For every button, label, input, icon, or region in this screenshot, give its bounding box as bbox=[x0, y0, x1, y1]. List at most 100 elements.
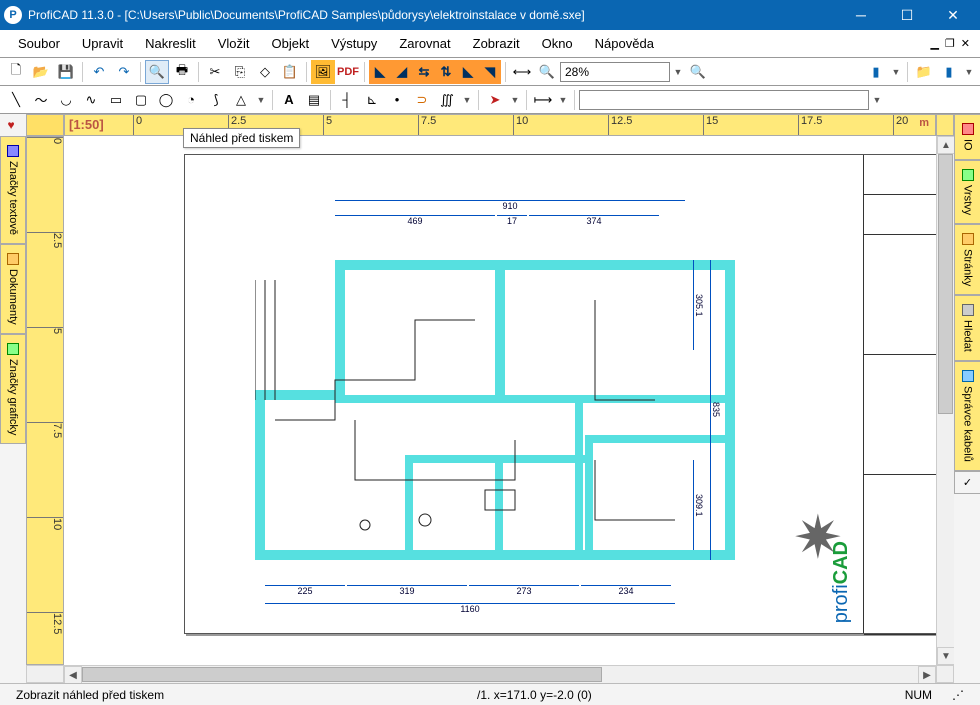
tab-folder-icon bbox=[7, 253, 19, 265]
paste-icon[interactable]: 📋 bbox=[278, 60, 302, 84]
copy-icon[interactable]: ⎘ bbox=[228, 60, 252, 84]
minimize-button[interactable]: ─ bbox=[838, 0, 884, 30]
favorites-icon[interactable]: ♥ bbox=[0, 114, 22, 136]
tab-znacky-graficky[interactable]: Značky graficky bbox=[0, 334, 26, 444]
new-file-icon[interactable]: 🗋 bbox=[4, 60, 28, 84]
tab-dot-icon bbox=[7, 145, 19, 157]
menu-nakreslit[interactable]: Nakreslit bbox=[135, 32, 206, 55]
scroll-down-icon[interactable]: ▼ bbox=[937, 647, 954, 665]
rotate-r-icon[interactable]: ◥ bbox=[479, 60, 501, 84]
mdi-restore-icon[interactable]: ❐ bbox=[943, 37, 957, 50]
tab-hledat[interactable]: Hledat bbox=[954, 295, 980, 361]
command-input[interactable] bbox=[579, 90, 869, 110]
dimension-drop-icon[interactable]: ▼ bbox=[556, 88, 570, 112]
scroll-right-icon[interactable]: ▶ bbox=[918, 666, 936, 684]
menu-objekt[interactable]: Objekt bbox=[261, 32, 319, 55]
tab-stranky[interactable]: Stránky bbox=[954, 224, 980, 295]
save-file-icon[interactable]: 💾 bbox=[54, 60, 78, 84]
scrollbar-horizontal[interactable]: ◀ ▶ bbox=[64, 665, 936, 683]
tab-dokumenty[interactable]: Dokumenty bbox=[0, 244, 26, 334]
panel-toggle-1-icon[interactable]: ▮ bbox=[864, 60, 888, 84]
title-bar: P ProfiCAD 11.3.0 - [C:\Users\Public\Doc… bbox=[0, 0, 980, 30]
scroll-left-icon[interactable]: ◀ bbox=[64, 666, 82, 684]
menu-bar: Soubor Upravit Nakreslit Vložit Objekt V… bbox=[0, 30, 980, 58]
dim-h-icon[interactable]: ┤ bbox=[335, 88, 359, 112]
window-title: ProfiCAD 11.3.0 - [C:\Users\Public\Docum… bbox=[28, 8, 838, 22]
workspace: ♥ Značky textově Dokumenty Značky grafic… bbox=[0, 114, 980, 683]
print-preview-icon[interactable]: 🔍 bbox=[145, 60, 169, 84]
print-icon[interactable]: 🖶 bbox=[170, 60, 194, 84]
mdi-minimize-icon[interactable]: ▁ bbox=[928, 37, 940, 50]
drawing-canvas[interactable]: profiCAD ✷ 91046917374225319273234116083… bbox=[64, 136, 936, 665]
mirror-h-icon[interactable]: ⇆ bbox=[413, 60, 435, 84]
wire-tool-icon[interactable]: ⊃ bbox=[410, 88, 434, 112]
polyline-tool-icon[interactable]: 〜 bbox=[29, 88, 53, 112]
status-bar: Zobrazit náhled před tiskem /1. x=171.0 … bbox=[0, 683, 980, 705]
text-tool-icon[interactable]: A bbox=[277, 88, 301, 112]
dim-angle-icon[interactable]: ⊾ bbox=[360, 88, 384, 112]
scroll-up-icon[interactable]: ▲ bbox=[937, 136, 954, 154]
tab-vrstvy[interactable]: Vrstvy bbox=[954, 160, 980, 224]
tab-znacky-textove[interactable]: Značky textově bbox=[0, 136, 26, 244]
pointer-drop-icon[interactable]: ▼ bbox=[508, 88, 522, 112]
rotate-l-icon[interactable]: ◣ bbox=[457, 60, 479, 84]
side-tabs-left: ♥ Značky textově Dokumenty Značky grafic… bbox=[0, 114, 26, 683]
undo-icon[interactable]: ↶ bbox=[87, 60, 111, 84]
tab-spravce-kabelu[interactable]: Správce kabelů bbox=[954, 361, 980, 471]
menu-upravit[interactable]: Upravit bbox=[72, 32, 133, 55]
menu-okno[interactable]: Okno bbox=[532, 32, 583, 55]
command-drop-icon[interactable]: ▼ bbox=[870, 88, 884, 112]
arc2-tool-icon[interactable]: ⟆ bbox=[204, 88, 228, 112]
arc-tool-icon[interactable]: ◡ bbox=[54, 88, 78, 112]
pdf-icon[interactable]: PDF bbox=[336, 60, 360, 84]
erase-icon[interactable]: ◇ bbox=[253, 60, 277, 84]
layers-icon bbox=[962, 169, 974, 181]
cut-icon[interactable]: ✂ bbox=[203, 60, 227, 84]
shapes-drop-icon[interactable]: ▼ bbox=[254, 88, 268, 112]
bezier-tool-icon[interactable]: ∿ bbox=[79, 88, 103, 112]
flip-h-icon[interactable]: ◣ bbox=[369, 60, 391, 84]
ruler-unit: m bbox=[919, 117, 929, 129]
menu-napoveda[interactable]: Nápověda bbox=[585, 32, 664, 55]
redo-icon[interactable]: ↷ bbox=[112, 60, 136, 84]
tab-extra[interactable]: ✓ bbox=[954, 471, 980, 494]
folder-icon[interactable]: 📁 bbox=[912, 60, 936, 84]
pie-tool-icon[interactable]: ◔ bbox=[179, 88, 203, 112]
mdi-close-icon[interactable]: ✕ bbox=[959, 37, 972, 50]
menu-soubor[interactable]: Soubor bbox=[8, 32, 70, 55]
wire-drop-icon[interactable]: ▼ bbox=[460, 88, 474, 112]
roundrect-tool-icon[interactable]: ▢ bbox=[129, 88, 153, 112]
menu-zarovnat[interactable]: Zarovnat bbox=[389, 32, 460, 55]
junction-icon[interactable]: • bbox=[385, 88, 409, 112]
drawing-page: profiCAD ✷ 91046917374225319273234116083… bbox=[184, 154, 936, 634]
menu-zobrazit[interactable]: Zobrazit bbox=[463, 32, 530, 55]
ruler-vertical[interactable]: 02.557.51012.5 bbox=[26, 136, 64, 665]
polygon-tool-icon[interactable]: △ bbox=[229, 88, 253, 112]
scrollbar-vertical[interactable]: ▲ ▼ bbox=[936, 136, 954, 665]
tab-io[interactable]: IO bbox=[954, 114, 980, 160]
zoom-out-icon[interactable]: 🔍 bbox=[686, 60, 710, 84]
close-button[interactable]: ✕ bbox=[930, 0, 976, 30]
menu-vlozit[interactable]: Vložit bbox=[208, 32, 260, 55]
resize-grip-icon[interactable]: ⋰ bbox=[942, 688, 974, 702]
fit-width-icon[interactable]: ⟷ bbox=[510, 60, 534, 84]
textbox-tool-icon[interactable]: ▤ bbox=[302, 88, 326, 112]
panel-toggle-1-drop[interactable]: ▼ bbox=[889, 60, 903, 84]
pointer-tool-icon[interactable]: ➤ bbox=[483, 88, 507, 112]
zoom-input[interactable] bbox=[560, 62, 670, 82]
panel-toggle-2-icon[interactable]: ▮ bbox=[937, 60, 961, 84]
zoom-dropdown-icon[interactable]: ▼ bbox=[671, 60, 685, 84]
image-icon[interactable]: 🖼 bbox=[311, 60, 335, 84]
line-tool-icon[interactable]: ╲ bbox=[4, 88, 28, 112]
flip-v-icon[interactable]: ◢ bbox=[391, 60, 413, 84]
mirror-v-icon[interactable]: ⇅ bbox=[435, 60, 457, 84]
bus-tool-icon[interactable]: ∭ bbox=[435, 88, 459, 112]
maximize-button[interactable]: ☐ bbox=[884, 0, 930, 30]
open-file-icon[interactable]: 📂 bbox=[29, 60, 53, 84]
ellipse-tool-icon[interactable]: ◯ bbox=[154, 88, 178, 112]
dimension-tool-icon[interactable]: ⟼ bbox=[531, 88, 555, 112]
zoom-fit-icon[interactable]: 🔍 bbox=[535, 60, 559, 84]
menu-vystupy[interactable]: Výstupy bbox=[321, 32, 387, 55]
rect-tool-icon[interactable]: ▭ bbox=[104, 88, 128, 112]
panel-toggle-2-drop[interactable]: ▼ bbox=[962, 60, 976, 84]
